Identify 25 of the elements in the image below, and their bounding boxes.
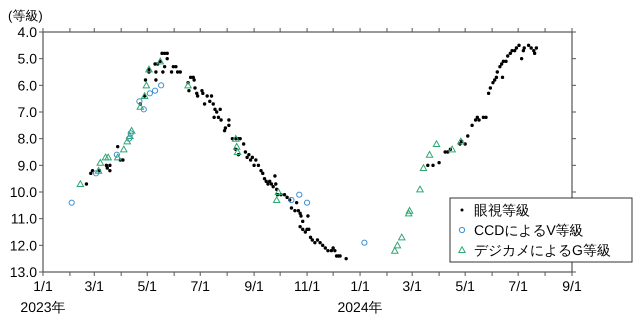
y-tick-label: 5.0 — [18, 50, 38, 67]
x-tick-label: 7/1 — [190, 278, 210, 294]
x-tick-label: 9/1 — [244, 278, 264, 294]
x-tick-label: 3/1 — [84, 278, 104, 294]
y-tick-label: 12.0 — [10, 237, 38, 254]
y-tick-label: 6.0 — [18, 77, 38, 94]
y-tick-label: 8.0 — [18, 130, 38, 147]
x-tick-label: 1/1 2023年 — [20, 278, 66, 315]
legend-label: デジカメによるG等級 — [474, 242, 611, 258]
y-tick-label: 9.0 — [18, 157, 38, 174]
y-tick-label: 7.0 — [18, 104, 38, 120]
y-axis-title: (等級) — [8, 8, 43, 23]
x-tick-label: 1/1 2024年 — [337, 278, 383, 315]
x-tick-label: 9/1 — [562, 278, 582, 294]
legend-label: CCDによるV等級 — [474, 222, 584, 238]
y-tick-label: 13.0 — [10, 264, 38, 280]
legend-label: 眼視等級 — [474, 202, 530, 218]
y-tick-label: 11.0 — [10, 210, 38, 227]
x-tick-label: 7/1 — [508, 278, 528, 294]
y-tick-label: 4.0 — [18, 24, 38, 40]
x-tick-label: 5/1 — [138, 278, 158, 294]
x-tick-label: 11/1 — [294, 278, 320, 294]
x-tick-label: 3/1 — [402, 278, 422, 294]
y-tick-label: 10.0 — [10, 184, 38, 200]
x-tick-label: 5/1 — [455, 278, 476, 294]
